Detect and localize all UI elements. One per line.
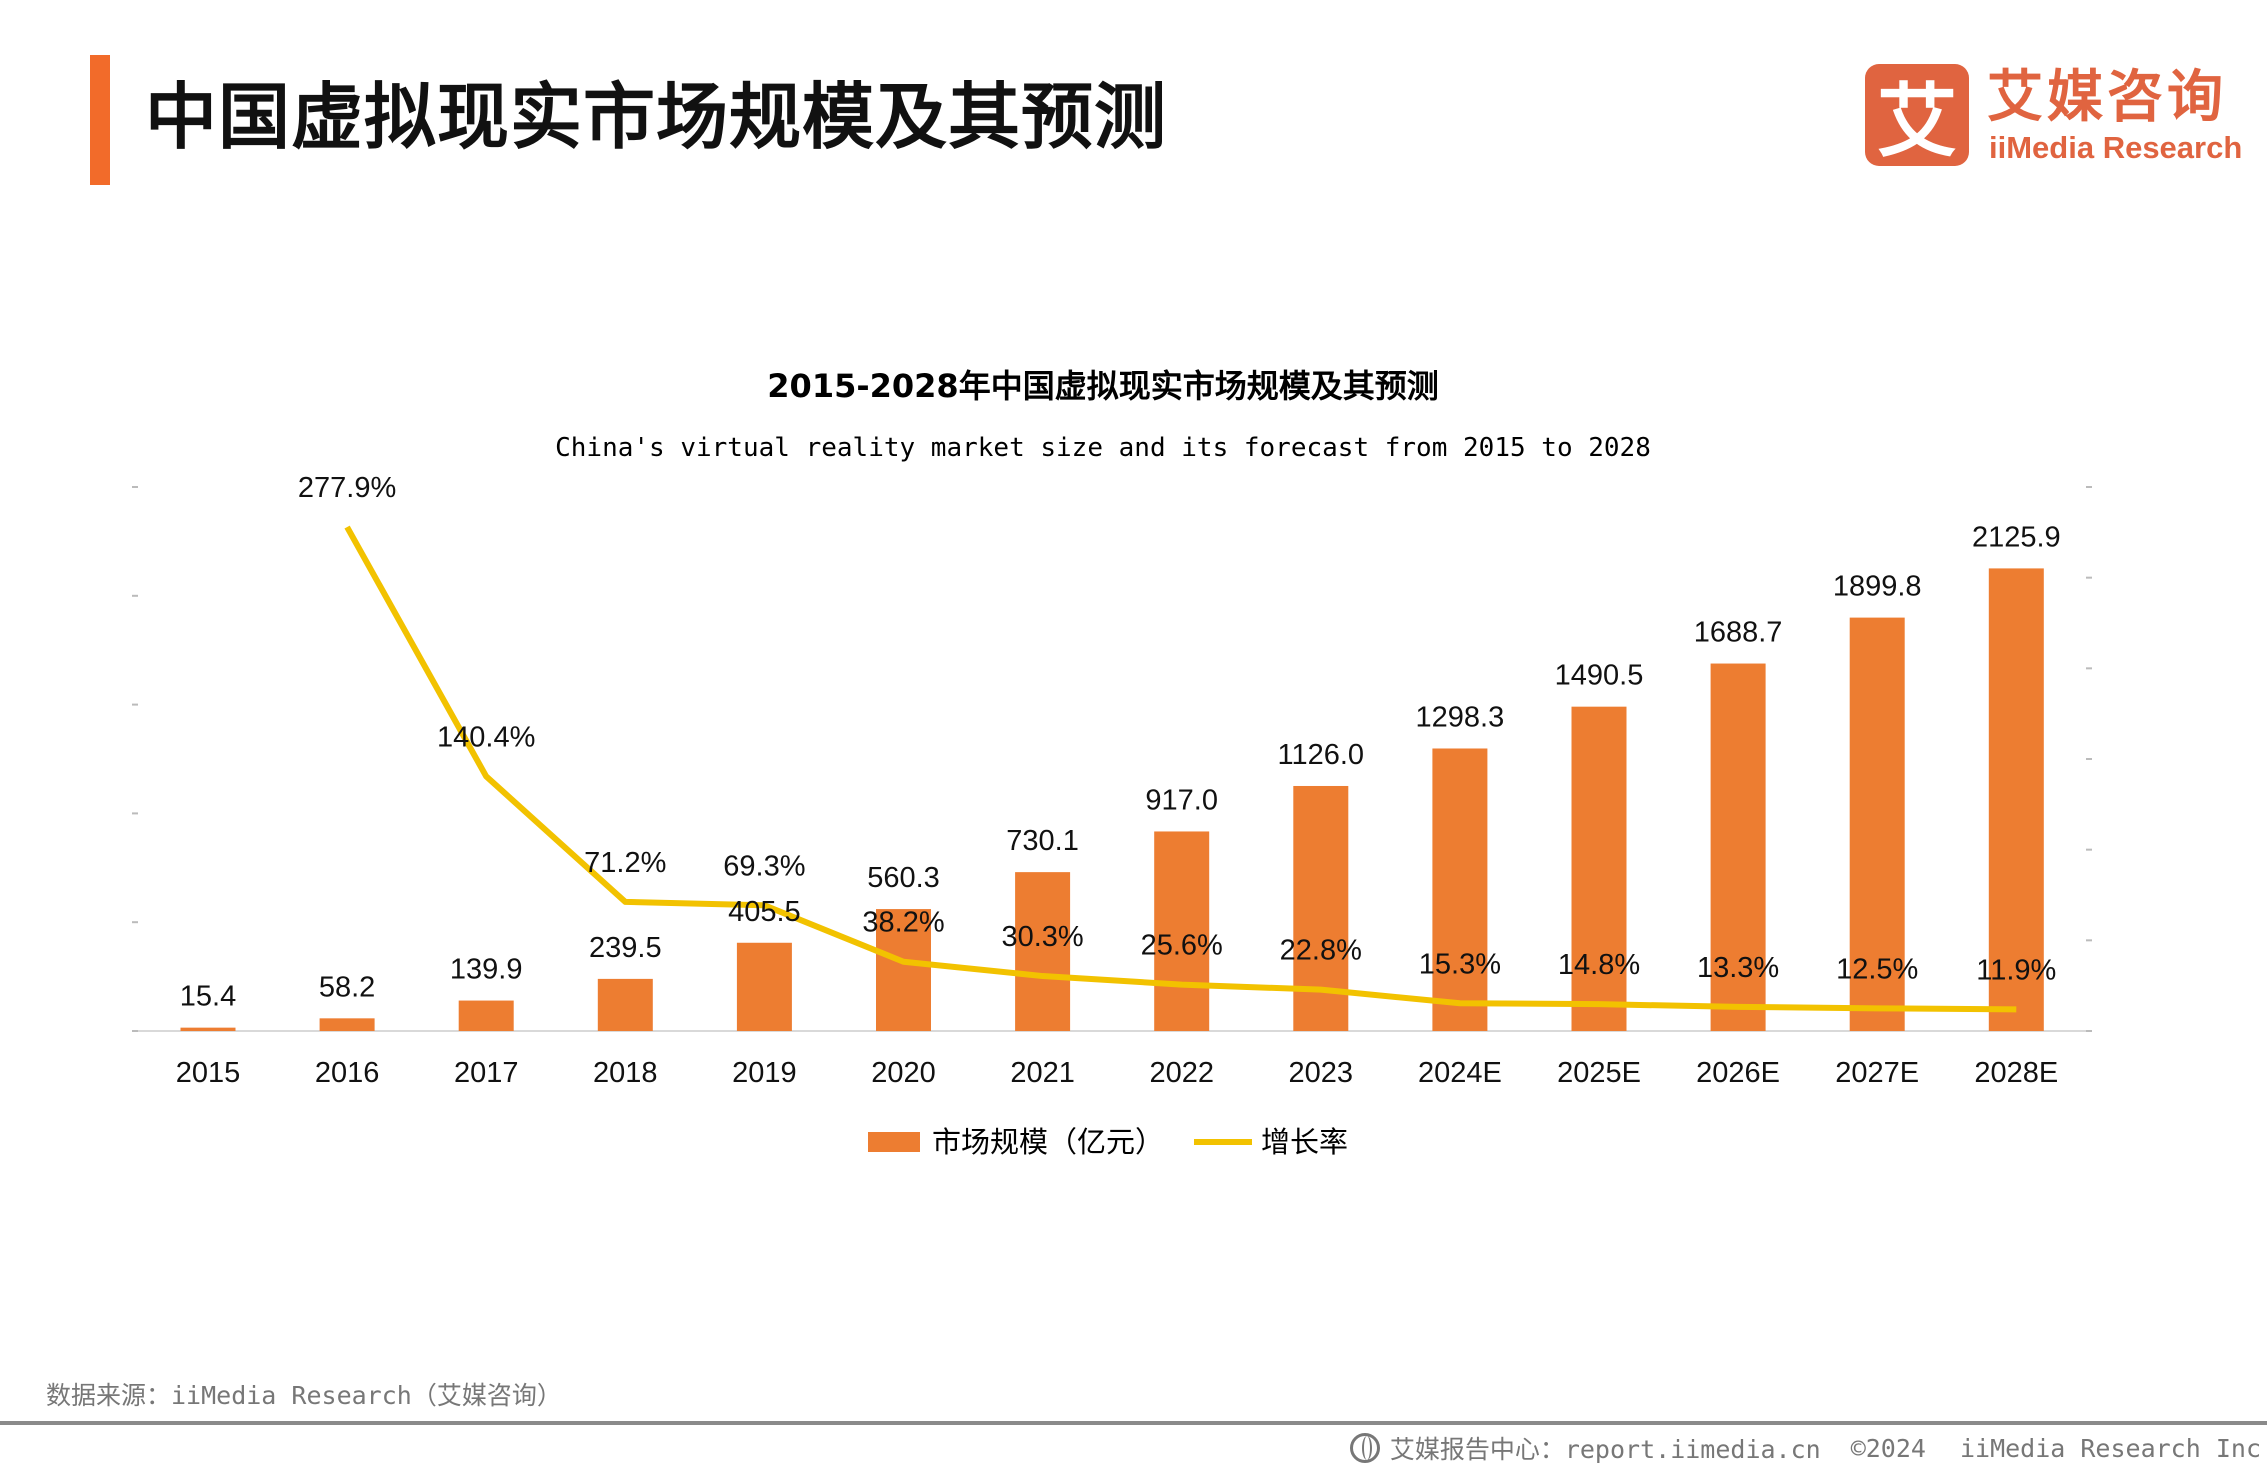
logo-en-text: iiMedia Research bbox=[1989, 130, 2243, 165]
bar-2021 bbox=[1015, 872, 1071, 1031]
growth-value-label: 277.9% bbox=[298, 472, 396, 504]
bar-value-label: 1298.3 bbox=[1416, 701, 1505, 733]
growth-value-label: 14.8% bbox=[1558, 949, 1640, 981]
globe-icon bbox=[1349, 1433, 1380, 1463]
chart: 2015-2028年中国虚拟现实市场规模及其预测 China's virtual… bbox=[132, 367, 2092, 1159]
x-tick-label: 2027E bbox=[1835, 1057, 1919, 1089]
x-tick-label: 2018 bbox=[593, 1057, 658, 1089]
bar-value-label: 917.0 bbox=[1145, 784, 1218, 816]
growth-value-label: 30.3% bbox=[1001, 921, 1083, 953]
bar-value-label: 405.5 bbox=[728, 896, 801, 928]
bar-2026E bbox=[1710, 663, 1766, 1031]
bar-2020 bbox=[876, 909, 931, 1031]
growth-value-label: 69.3% bbox=[723, 850, 805, 882]
x-tick-label: 2025E bbox=[1557, 1057, 1641, 1089]
bar-2015 bbox=[180, 1027, 236, 1031]
bar-2028E bbox=[1988, 568, 2044, 1031]
legend-line-label: 增长率 bbox=[1261, 1125, 1348, 1159]
bar-value-label: 1899.8 bbox=[1833, 571, 1922, 603]
bar-value-label: 239.5 bbox=[589, 932, 662, 964]
bar-2024E bbox=[1432, 748, 1488, 1031]
x-tick-label: 2024E bbox=[1418, 1057, 1502, 1089]
x-tick-label: 2021 bbox=[1010, 1057, 1075, 1089]
growth-value-label: 11.9% bbox=[1976, 954, 2056, 986]
growth-value-label: 13.3% bbox=[1697, 952, 1779, 984]
bar-2017 bbox=[458, 1000, 514, 1031]
company: iiMedia Research Inc bbox=[1959, 1433, 2261, 1463]
bar-2025E bbox=[1571, 706, 1627, 1031]
bar-value-label: 139.9 bbox=[450, 954, 523, 986]
bar-value-label: 2125.9 bbox=[1972, 521, 2061, 553]
growth-value-label: 71.2% bbox=[584, 847, 666, 879]
growth-value-label: 140.4% bbox=[437, 721, 535, 753]
growth-value-label: 38.2% bbox=[862, 907, 944, 939]
bar-2016 bbox=[319, 1018, 375, 1031]
bar-2027E bbox=[1849, 617, 1905, 1031]
bar-value-label: 730.1 bbox=[1006, 825, 1079, 857]
growth-rate-line bbox=[344, 525, 2017, 1013]
x-tick-label: 2020 bbox=[871, 1057, 936, 1089]
logo-cn-text: 艾媒咨询 bbox=[1987, 65, 2227, 130]
x-tick-label: 2026E bbox=[1696, 1057, 1780, 1089]
footer-divider bbox=[0, 1421, 2267, 1425]
bar-value-label: 58.2 bbox=[319, 971, 375, 1003]
bar-value-label: 560.3 bbox=[867, 862, 940, 894]
x-tick-label: 2023 bbox=[1289, 1057, 1354, 1089]
x-tick-label: 2022 bbox=[1149, 1057, 1214, 1089]
x-tick-label: 2015 bbox=[176, 1057, 241, 1089]
growth-value-label: 12.5% bbox=[1836, 953, 1918, 985]
legend: 市场规模（亿元） 增长率 bbox=[868, 1125, 1348, 1159]
report-center-link[interactable]: 艾媒报告中心：report.iimedia.cn bbox=[1389, 1435, 1821, 1464]
growth-value-label: 22.8% bbox=[1280, 935, 1362, 967]
x-tick-label: 2016 bbox=[315, 1057, 380, 1089]
growth-value-label: 15.3% bbox=[1419, 948, 1501, 980]
x-tick-label: 2028E bbox=[1974, 1057, 2058, 1089]
legend-bar-swatch bbox=[868, 1132, 920, 1152]
bar-value-label: 15.4 bbox=[180, 981, 236, 1013]
footer: 艾媒报告中心：report.iimedia.cn ©2024 iiMedia R… bbox=[1349, 1430, 2261, 1466]
logo: 艾 艾媒咨询 iiMedia Research bbox=[1865, 64, 2265, 168]
bar-2018 bbox=[597, 978, 653, 1031]
bar-2022 bbox=[1154, 831, 1210, 1031]
growth-value-label: 25.6% bbox=[1141, 930, 1223, 962]
title-accent-bar bbox=[90, 55, 110, 185]
bar-2019 bbox=[736, 942, 792, 1031]
chart-subtitle: China's virtual reality market size and … bbox=[555, 433, 1651, 463]
data-source: 数据来源：iiMedia Research（艾媒咨询） bbox=[46, 1381, 562, 1410]
legend-bar-label: 市场规模（亿元） bbox=[932, 1125, 1164, 1159]
x-tick-label: 2017 bbox=[454, 1057, 519, 1089]
bar-value-label: 1490.5 bbox=[1555, 660, 1644, 692]
x-tick-label: 2019 bbox=[732, 1057, 797, 1089]
logo-mark-icon: 艾 bbox=[1865, 64, 1969, 168]
copyright: ©2024 bbox=[1850, 1433, 1926, 1463]
chart-title: 2015-2028年中国虚拟现实市场规模及其预测 bbox=[767, 367, 1438, 405]
bar-value-label: 1688.7 bbox=[1694, 617, 1783, 649]
page-title: 中国虚拟现实市场规模及其预测 bbox=[145, 75, 1168, 159]
bar-value-label: 1126.0 bbox=[1278, 739, 1365, 771]
